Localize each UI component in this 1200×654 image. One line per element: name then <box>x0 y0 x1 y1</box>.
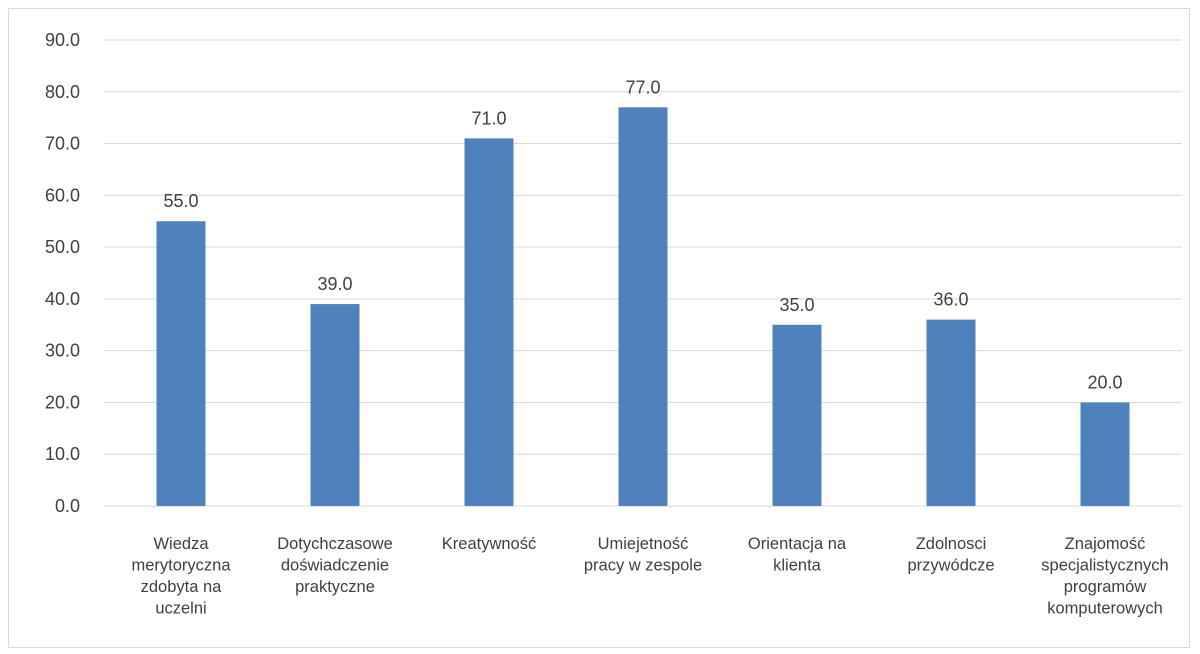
data-label: 77.0 <box>625 77 660 97</box>
y-tick-label: 90.0 <box>45 30 80 50</box>
data-label: 20.0 <box>1087 372 1122 392</box>
y-tick-label: 10.0 <box>45 444 80 464</box>
bar <box>618 107 668 507</box>
category-label: Kreatywność <box>442 535 536 553</box>
category-label: Umiejetność pracy w zespole <box>584 535 702 575</box>
y-tick-label: 20.0 <box>45 392 80 412</box>
x-axis-categories: Wiedza merytoryczna zdobyta na uczelni Dotyc… <box>131 535 1168 618</box>
y-tick-label: 50.0 <box>45 237 80 257</box>
data-label: 55.0 <box>163 191 198 211</box>
y-tick-label: 80.0 <box>45 82 80 102</box>
data-label: 71.0 <box>471 108 506 128</box>
y-tick-label: 40.0 <box>45 289 80 309</box>
category-label: Znajomość specjalistycznych programów kompu… <box>1041 535 1168 618</box>
data-label: 35.0 <box>779 295 814 315</box>
y-tick-label: 70.0 <box>45 134 80 154</box>
bar <box>464 138 514 506</box>
y-tick-label: 30.0 <box>45 341 80 361</box>
data-labels: 55.0 39.0 71.0 77.0 35.0 36.0 20.0 <box>163 77 1122 392</box>
bar <box>772 324 822 506</box>
y-tick-label: 60.0 <box>45 185 80 205</box>
data-label: 39.0 <box>317 274 352 294</box>
bar <box>1080 402 1130 506</box>
category-label: Orientacja na klienta <box>748 535 847 575</box>
bar <box>156 221 206 506</box>
bars <box>156 107 1130 507</box>
bar <box>926 319 976 506</box>
y-tick-label: 0.0 <box>55 496 80 516</box>
category-label: Dotychczasowe doświadczenie praktyczne <box>277 535 393 596</box>
data-label: 36.0 <box>933 290 968 310</box>
gridlines <box>104 39 1182 507</box>
y-axis-ticks: 0.0 10.0 20.0 30.0 40.0 50.0 60.0 70.0 80.0 90.0 <box>45 30 80 516</box>
bar <box>310 304 360 506</box>
category-label: Zdolnosci przywódcze <box>907 535 994 575</box>
category-label: Wiedza merytoryczna zdobyta na uczelni <box>131 535 231 618</box>
